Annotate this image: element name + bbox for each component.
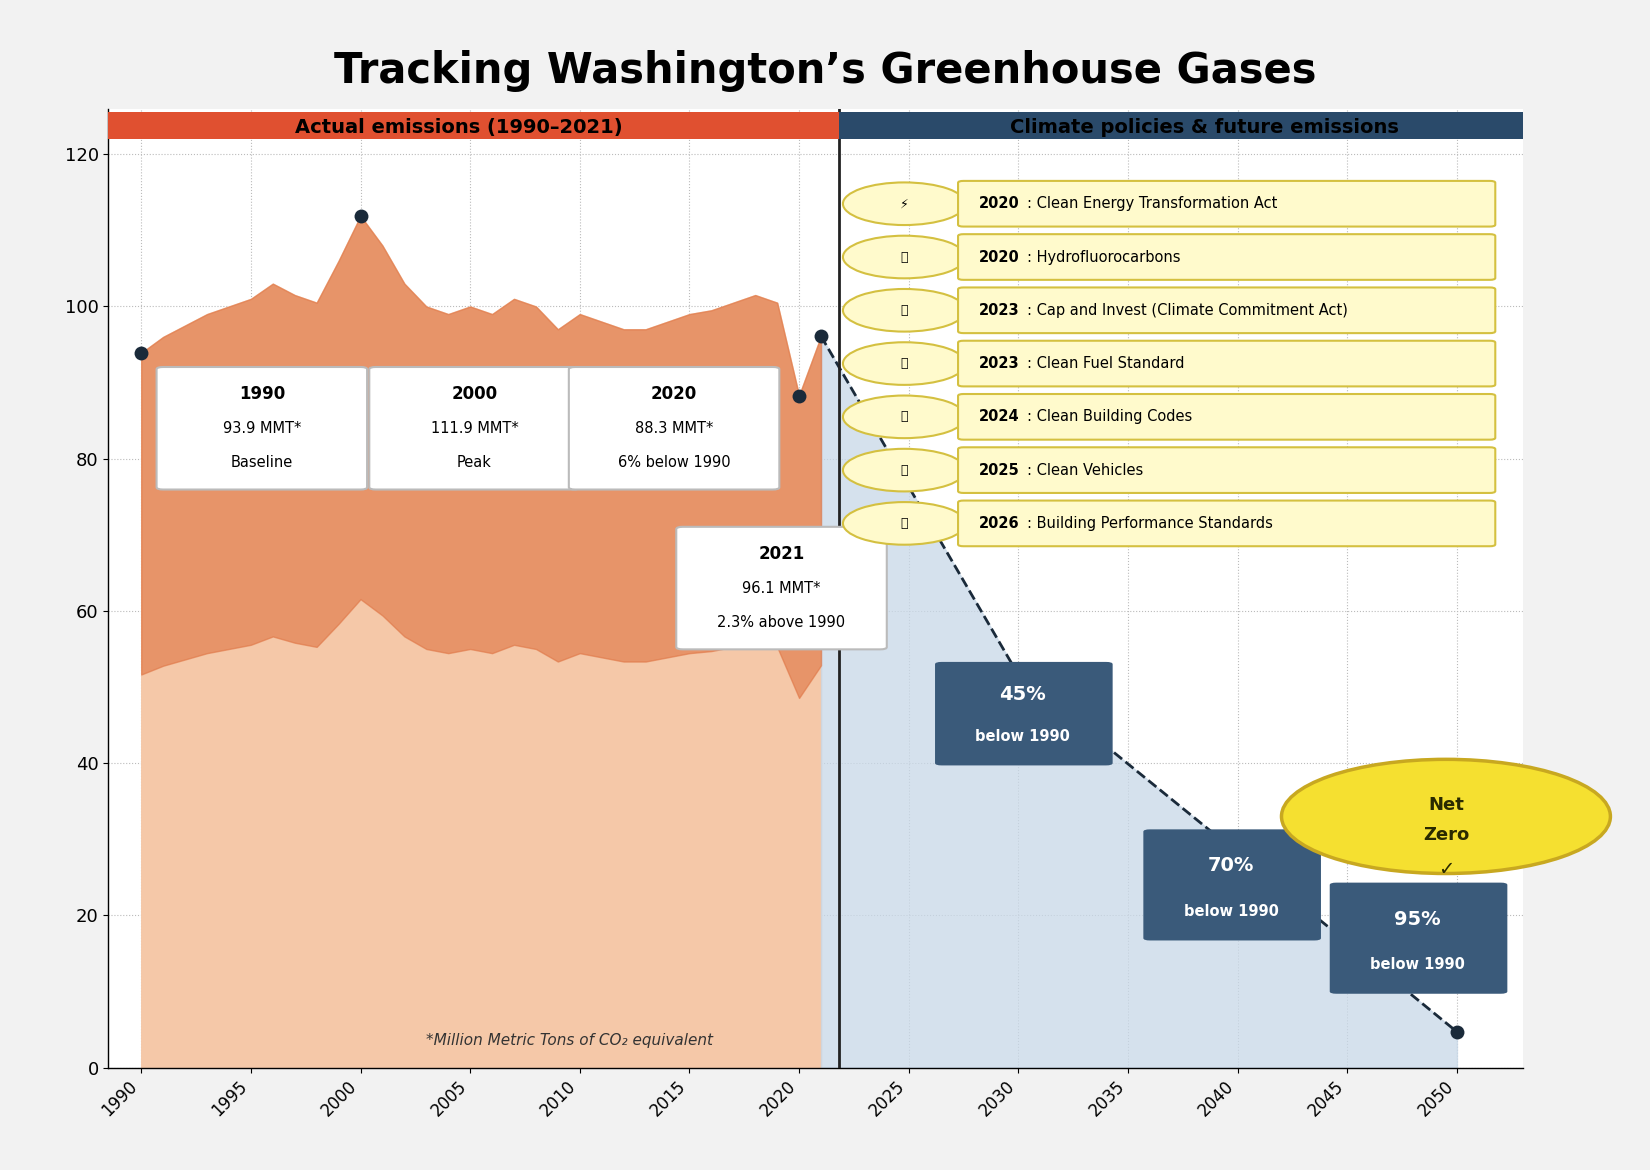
Text: 45%: 45%: [1000, 686, 1046, 704]
Text: 2020: 2020: [978, 249, 1020, 264]
Text: Zero: Zero: [1422, 826, 1468, 845]
Bar: [109, 112, 838, 139]
Text: Peak: Peak: [457, 455, 492, 470]
Text: Actual emissions (1990–2021): Actual emissions (1990–2021): [295, 118, 624, 137]
Text: 2025: 2025: [978, 462, 1020, 477]
Text: 🌍: 🌍: [901, 250, 908, 263]
Text: 2020: 2020: [652, 385, 698, 402]
FancyBboxPatch shape: [959, 447, 1495, 493]
FancyBboxPatch shape: [959, 340, 1495, 386]
Circle shape: [1282, 759, 1610, 874]
Text: 93.9 MMT*: 93.9 MMT*: [223, 421, 300, 435]
Text: 70%: 70%: [1208, 856, 1254, 875]
Text: 2026: 2026: [978, 516, 1020, 531]
FancyBboxPatch shape: [1330, 882, 1508, 993]
Text: below 1990: below 1990: [1183, 904, 1279, 920]
Text: 96.1 MMT*: 96.1 MMT*: [742, 580, 820, 596]
Text: 2000: 2000: [452, 385, 498, 402]
Text: 95%: 95%: [1394, 909, 1440, 929]
Text: 2024: 2024: [978, 410, 1020, 425]
Text: 🏢: 🏢: [901, 517, 908, 530]
Circle shape: [843, 502, 965, 545]
Bar: [838, 112, 1523, 139]
Text: 1990: 1990: [239, 385, 285, 402]
Text: : Clean Fuel Standard: : Clean Fuel Standard: [1028, 356, 1185, 371]
Text: *Million Metric Tons of CO₂ equivalent: *Million Metric Tons of CO₂ equivalent: [426, 1033, 713, 1048]
Text: 📈: 📈: [901, 304, 908, 317]
Text: Climate policies & future emissions: Climate policies & future emissions: [1010, 118, 1399, 137]
Text: Net: Net: [1427, 796, 1464, 814]
FancyBboxPatch shape: [936, 662, 1112, 765]
FancyBboxPatch shape: [569, 367, 779, 489]
Text: ⚡: ⚡: [899, 198, 909, 211]
FancyBboxPatch shape: [959, 501, 1495, 546]
Circle shape: [843, 449, 965, 491]
Text: 2023: 2023: [978, 303, 1020, 318]
Text: below 1990: below 1990: [1370, 957, 1465, 972]
Text: : Cap and Invest (Climate Commitment Act): : Cap and Invest (Climate Commitment Act…: [1028, 303, 1348, 318]
Text: 2020: 2020: [978, 197, 1020, 212]
Text: 88.3 MMT*: 88.3 MMT*: [635, 421, 713, 435]
Text: 111.9 MMT*: 111.9 MMT*: [431, 421, 518, 435]
Text: ⛽: ⛽: [901, 357, 908, 370]
Text: : Clean Energy Transformation Act: : Clean Energy Transformation Act: [1028, 197, 1277, 212]
FancyBboxPatch shape: [370, 367, 579, 489]
Circle shape: [843, 343, 965, 385]
Text: : Clean Vehicles: : Clean Vehicles: [1028, 462, 1143, 477]
FancyBboxPatch shape: [959, 394, 1495, 440]
Text: Baseline: Baseline: [231, 455, 294, 470]
Text: 🚗: 🚗: [901, 463, 908, 476]
Text: 2023: 2023: [978, 356, 1020, 371]
FancyBboxPatch shape: [959, 234, 1495, 280]
Text: : Hydrofluorocarbons: : Hydrofluorocarbons: [1028, 249, 1181, 264]
Text: ✓: ✓: [1437, 860, 1454, 879]
FancyBboxPatch shape: [959, 181, 1495, 227]
FancyBboxPatch shape: [157, 367, 366, 489]
Text: 📋: 📋: [901, 411, 908, 424]
Circle shape: [843, 395, 965, 438]
Text: : Clean Building Codes: : Clean Building Codes: [1028, 410, 1193, 425]
Text: Tracking Washington’s Greenhouse Gases: Tracking Washington’s Greenhouse Gases: [333, 50, 1317, 92]
Circle shape: [843, 183, 965, 225]
Text: below 1990: below 1990: [975, 729, 1071, 744]
FancyBboxPatch shape: [1143, 830, 1322, 941]
FancyBboxPatch shape: [959, 288, 1495, 333]
Text: 2021: 2021: [759, 545, 805, 563]
Text: 6% below 1990: 6% below 1990: [617, 455, 731, 470]
Text: : Building Performance Standards: : Building Performance Standards: [1028, 516, 1274, 531]
Circle shape: [843, 289, 965, 331]
Text: 2.3% above 1990: 2.3% above 1990: [718, 615, 845, 629]
Circle shape: [843, 235, 965, 278]
FancyBboxPatch shape: [676, 526, 886, 649]
